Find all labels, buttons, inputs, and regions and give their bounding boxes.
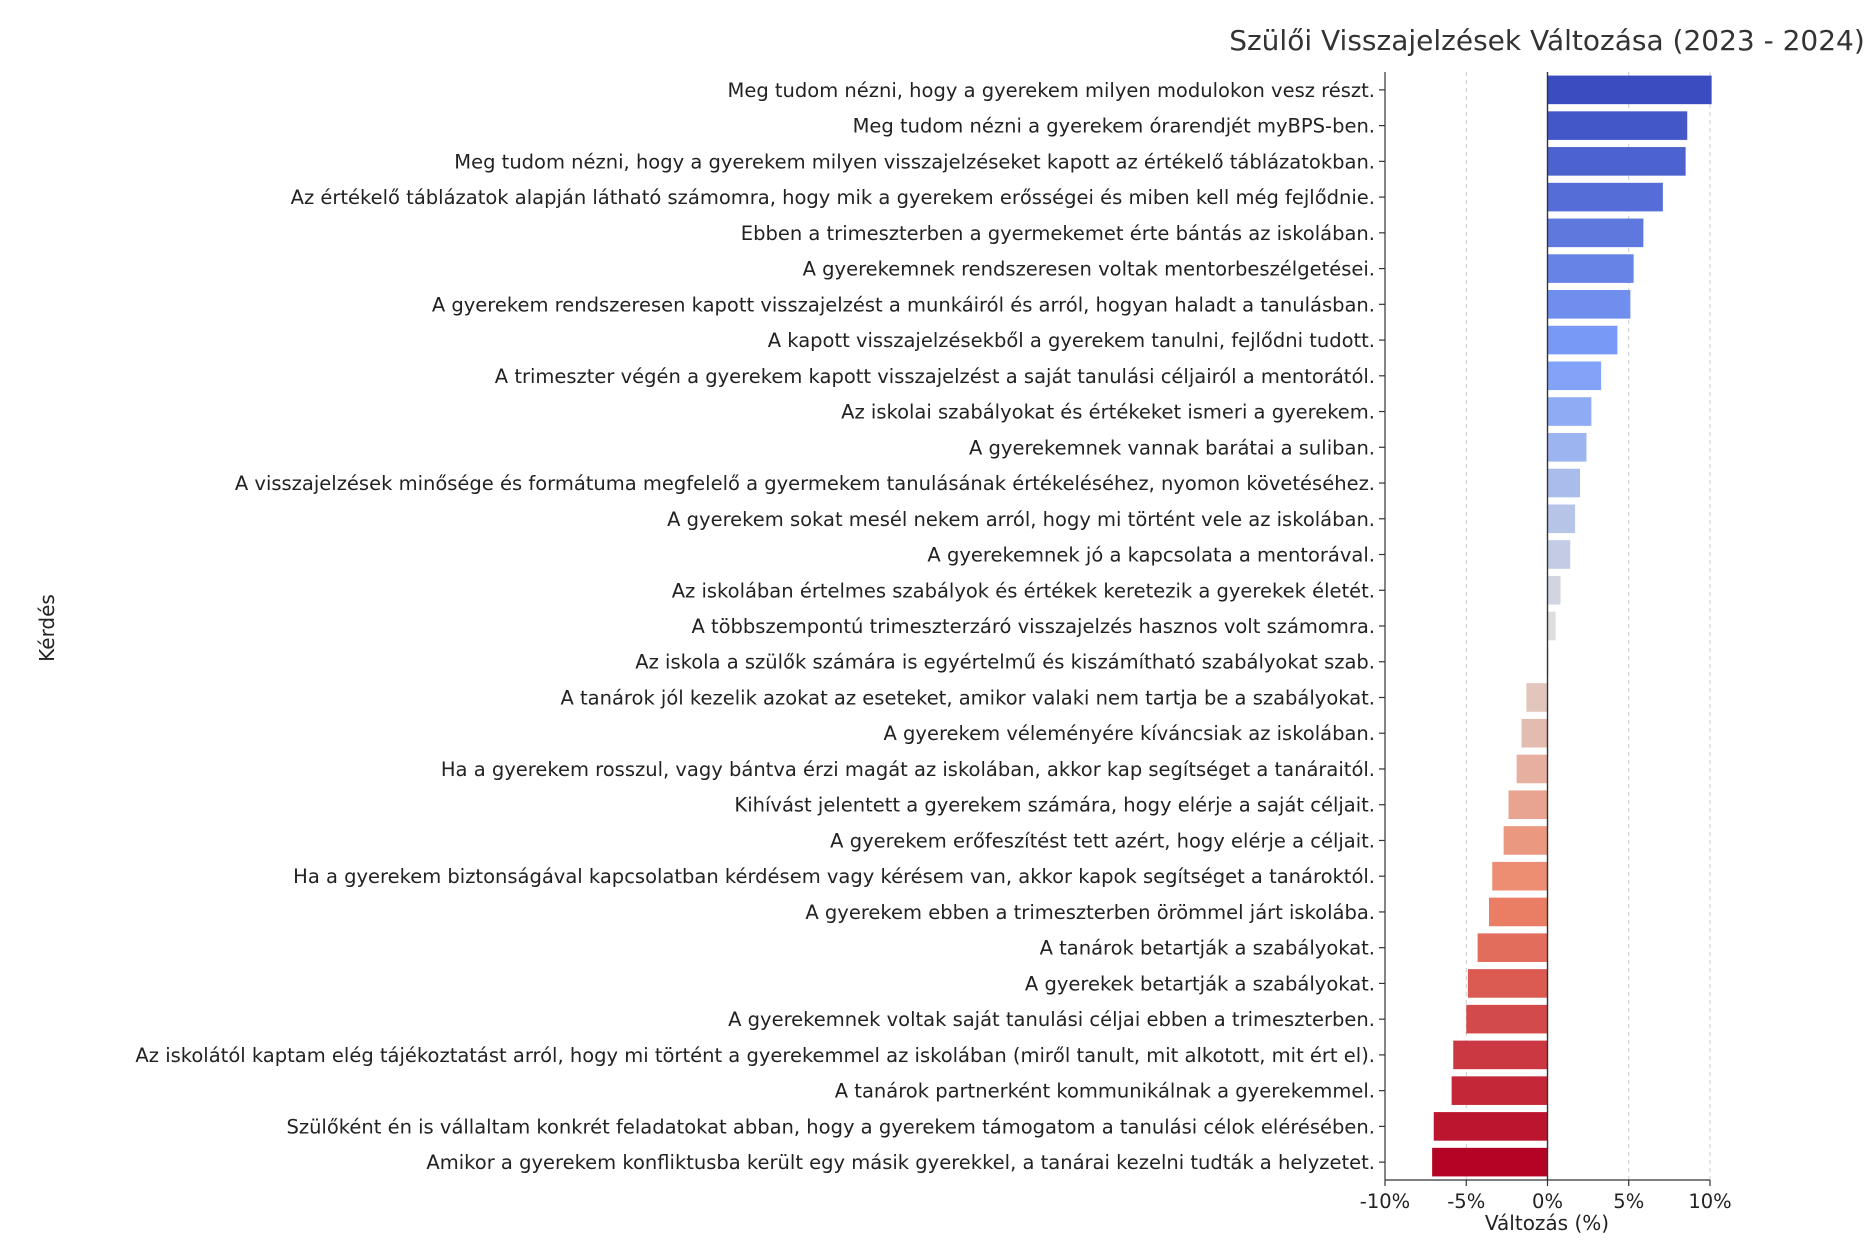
axes	[1384, 72, 1710, 1181]
bar	[1547, 361, 1602, 391]
bar	[1432, 1147, 1548, 1177]
bar	[1547, 325, 1618, 355]
bar	[1547, 432, 1587, 462]
bar	[1547, 147, 1686, 176]
y-axis-title: Kérdés	[35, 594, 59, 662]
x-tick-label: -5%	[1447, 1190, 1485, 1213]
category-label: A tanárok partnerként kommunikálnak a gy…	[835, 1080, 1375, 1103]
x-ticks: -10% -5% 0% 5% 10%	[1360, 1180, 1732, 1213]
category-label: Az iskola a szülők számára is egyértelmű…	[635, 651, 1375, 674]
chart-title: Szülői Visszajelzések Változása (2023 - …	[1229, 24, 1865, 57]
bar	[1547, 575, 1561, 605]
category-label: Az iskolában értelmes szabályok és érték…	[672, 579, 1375, 602]
category-label: Szülőként én is vállaltam konkrét felada…	[286, 1115, 1375, 1138]
category-label: A gyerekem rendszeresen kapott visszajel…	[432, 293, 1375, 316]
category-labels: Meg tudom nézni, hogy a gyerekem milyen …	[135, 79, 1385, 1174]
category-label: Az iskolai szabályokat és értékeket isme…	[841, 401, 1375, 424]
bar	[1547, 611, 1556, 641]
bar	[1547, 290, 1631, 319]
category-label: Meg tudom nézni a gyerekem órarendjét my…	[853, 115, 1375, 138]
bar	[1547, 111, 1688, 140]
bar	[1521, 718, 1548, 748]
category-label: Ha a gyerekem biztonságával kapcsolatban…	[293, 865, 1375, 888]
category-label: A gyerekem ebben a trimeszterben örömmel…	[805, 901, 1375, 924]
category-label: A gyerekem sokat mesél nekem arról, hogy…	[667, 508, 1375, 531]
category-label: A gyerekemnek rendszeresen voltak mentor…	[803, 258, 1375, 281]
category-label: A gyerekemnek voltak saját tanulási célj…	[728, 1008, 1375, 1031]
bars	[1432, 75, 1712, 1177]
bar	[1466, 1004, 1548, 1034]
category-label: A tanárok jól kezelik azokat az eseteket…	[560, 686, 1375, 709]
bar	[1547, 75, 1712, 105]
bar	[1492, 861, 1548, 891]
bar	[1477, 933, 1548, 962]
category-label: Meg tudom nézni, hogy a gyerekem milyen …	[454, 150, 1375, 173]
bar	[1547, 468, 1580, 498]
category-label: A trimeszter végén a gyerekem kapott vis…	[495, 365, 1375, 388]
category-label: Amikor a gyerekem konfliktusba került eg…	[426, 1151, 1375, 1174]
category-label: Kihívást jelentett a gyerekem számára, h…	[734, 794, 1375, 817]
category-label: Ebben a trimeszterben a gyermekemet érte…	[741, 222, 1375, 245]
bar	[1547, 504, 1576, 534]
bar	[1489, 897, 1548, 927]
x-tick-label: 10%	[1688, 1190, 1731, 1213]
category-label: A gyerekemnek jó a kapcsolata a mentoráv…	[927, 544, 1375, 567]
bar	[1453, 1040, 1548, 1070]
category-label: A gyerekem erőfeszítést tett azért, hogy…	[830, 829, 1375, 852]
bar	[1503, 826, 1548, 855]
bar	[1547, 254, 1634, 283]
x-tick-label: 0%	[1532, 1190, 1563, 1213]
category-label: Az értékelő táblázatok alapján látható s…	[291, 186, 1375, 209]
category-label: A visszajelzések minősége és formátuma m…	[235, 472, 1375, 495]
category-label: A többszempontú trimeszterzáró visszajel…	[691, 615, 1375, 638]
x-tick-label: 5%	[1613, 1190, 1644, 1213]
x-axis-title: Változás (%)	[1485, 1211, 1609, 1235]
bar	[1516, 754, 1548, 784]
bar	[1547, 182, 1663, 212]
bar	[1547, 540, 1571, 569]
bar	[1526, 683, 1548, 712]
category-label: A kapott visszajelzésekből a gyerekem ta…	[768, 329, 1375, 352]
bar	[1508, 790, 1548, 820]
category-label: A gyerekek betartják a szabályokat.	[1025, 972, 1375, 995]
category-label: Az iskolától kaptam elég tájékoztatást a…	[135, 1044, 1375, 1067]
bar	[1451, 1076, 1548, 1105]
category-label: Ha a gyerekem rosszul, vagy bántva érzi …	[441, 758, 1375, 781]
category-label: A gyerekem véleményére kíváncsiak az isk…	[884, 722, 1376, 745]
bar	[1467, 969, 1548, 998]
bar	[1433, 1112, 1548, 1141]
bar	[1547, 218, 1644, 248]
bar	[1547, 397, 1592, 426]
category-label: A gyerekemnek vannak barátai a suliban.	[969, 436, 1375, 459]
x-tick-label: -10%	[1360, 1190, 1410, 1213]
category-label: Meg tudom nézni, hogy a gyerekem milyen …	[728, 79, 1376, 102]
category-label: A tanárok betartják a szabályokat.	[1040, 937, 1375, 960]
